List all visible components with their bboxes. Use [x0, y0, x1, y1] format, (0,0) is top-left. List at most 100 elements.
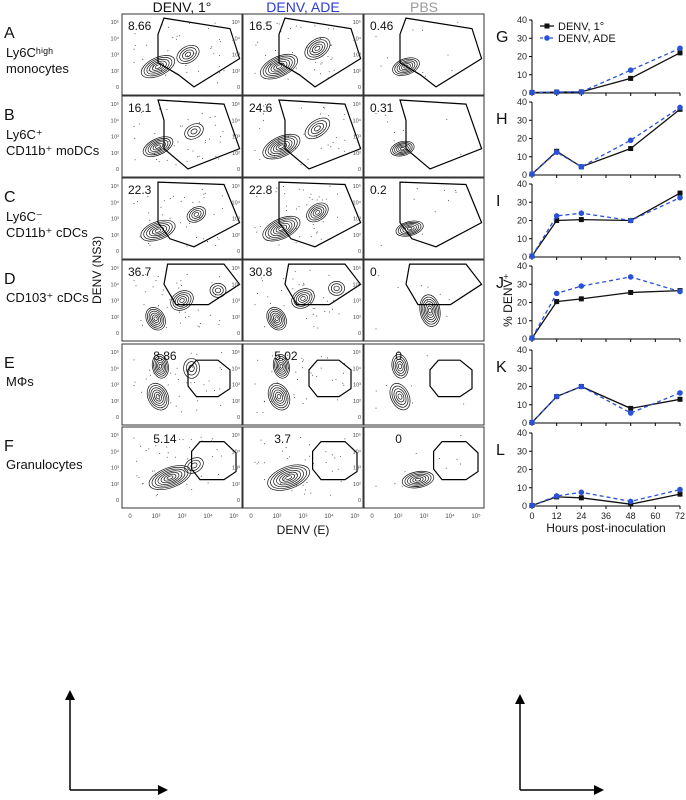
flow-event-dot: [154, 133, 156, 135]
flow-event-dot: [267, 296, 269, 298]
gate-percent: 3.7: [274, 432, 291, 446]
contour-line: [153, 316, 158, 321]
series-line: [531, 192, 681, 257]
contour-line: [186, 206, 207, 223]
contour-line: [275, 224, 288, 233]
flow-event-dot: [320, 367, 322, 369]
flow-event-dot: [319, 38, 321, 39]
gate-polygon: [278, 99, 362, 170]
flow-event-dot: [185, 65, 187, 66]
flow-event-dot: [218, 39, 220, 40]
flow-y-tick: 0: [237, 415, 240, 421]
data-point: [578, 89, 585, 95]
flow-y-tick: 10⁴: [232, 117, 241, 124]
flow-event-dot: [334, 457, 336, 459]
flow-plot: 10⁵ 10⁴ 10³ 10² 0 36.7: [111, 259, 243, 342]
flow-event-dot: [331, 470, 333, 472]
flow-event-dot: [275, 191, 277, 193]
flow-event-dot: [218, 276, 220, 278]
x-tick-label: 60: [650, 511, 660, 521]
flow-event-dot: [375, 113, 377, 115]
contour-line: [414, 477, 422, 482]
flow-event-dot: [153, 65, 155, 66]
contour-line: [272, 354, 290, 379]
flow-plot-frame: [363, 177, 485, 260]
flow-event-dot: [413, 198, 415, 200]
flow-plot: 10⁵ 10⁴ 10³ 10² 0 0: [353, 426, 485, 509]
flow-event-dot: [199, 216, 201, 218]
flow-event-dot: [180, 280, 182, 282]
flow-event-dot: [276, 382, 278, 384]
contour-line: [391, 354, 409, 379]
flow-event-dot: [264, 326, 266, 328]
flow-event-dot: [305, 398, 307, 400]
flow-event-dot: [260, 277, 262, 279]
flow-event-dot: [148, 70, 150, 72]
flow-event-dot: [304, 459, 306, 461]
contour-line: [265, 57, 293, 76]
flow-event-dot: [256, 412, 258, 414]
flow-y-tick: 10²: [353, 482, 361, 488]
panel-letter: C: [4, 189, 16, 206]
data-point: [578, 163, 585, 170]
flow-event-dot: [312, 308, 314, 309]
contour-line: [163, 473, 177, 482]
flow-event-dot: [146, 44, 148, 46]
flow-event-dot: [319, 126, 321, 128]
legend-marker: [544, 35, 550, 41]
flow-event-dot: [302, 403, 304, 404]
flow-event-dot: [217, 473, 219, 475]
flow-event-dot: [416, 188, 418, 190]
flow-event-dot: [198, 326, 200, 328]
flow-event-dot: [340, 455, 341, 457]
contour-line: [177, 296, 187, 305]
flow-event-dot: [145, 450, 147, 451]
contour-line: [265, 135, 298, 158]
flow-event-dot: [303, 283, 305, 285]
flow-y-tick: 0: [237, 498, 240, 504]
flow-event-dot: [398, 352, 400, 353]
row-label: Ly6C⁻: [6, 209, 43, 224]
flow-event-dot: [264, 479, 265, 480]
contour-line: [298, 294, 308, 303]
contour-line: [407, 473, 429, 486]
flow-event-dot: [220, 404, 222, 406]
flow-y-tick: 0: [116, 249, 119, 255]
data-point: [677, 190, 683, 196]
flow-event-dot: [295, 67, 297, 69]
row-label: Granulocytes: [6, 457, 83, 472]
data-point: [529, 335, 535, 341]
flow-event-dot: [278, 138, 280, 140]
data-point: [628, 75, 634, 81]
flow-event-dot: [215, 245, 217, 246]
contour-line: [312, 208, 323, 217]
flow-event-dot: [331, 454, 333, 456]
flow-x-tick: 10²: [273, 514, 282, 520]
data-point: [553, 149, 560, 155]
flow-event-dot: [136, 460, 138, 462]
row-label: Ly6C⁺: [6, 127, 43, 142]
gate-polygon: [157, 17, 241, 88]
contour-line: [267, 219, 296, 238]
flow-event-dot: [178, 287, 180, 289]
flow-plot-frame: [121, 343, 243, 426]
flow-y-tick: 10³: [353, 299, 361, 305]
contour-line: [189, 208, 204, 221]
y-tick-label: 10: [517, 70, 527, 80]
flow-event-dot: [150, 374, 151, 376]
flow-event-dot: [332, 379, 334, 381]
flow-event-dot: [302, 285, 304, 287]
flow-event-dot: [446, 119, 448, 121]
contour-line: [184, 51, 192, 58]
flow-event-dot: [303, 359, 304, 361]
flow-event-dot: [153, 470, 155, 472]
flow-y-tick: 0: [358, 331, 361, 337]
flow-event-dot: [309, 294, 311, 296]
data-point: [627, 410, 634, 416]
contour-line: [308, 204, 327, 221]
flow-event-dot: [161, 70, 163, 72]
flow-event-dot: [145, 378, 147, 380]
contour-line: [151, 354, 169, 379]
flow-event-dot: [275, 50, 276, 51]
flow-event-dot: [288, 367, 290, 369]
